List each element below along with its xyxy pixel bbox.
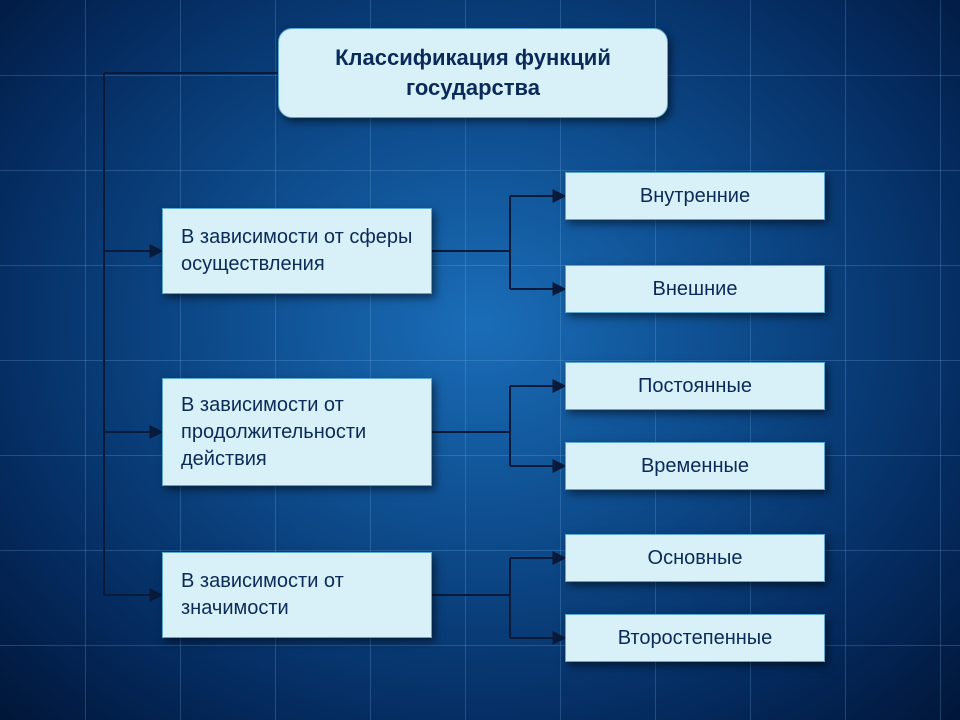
leaf-secondary: Второстепенные — [565, 614, 825, 662]
leaf-temporary: Временные — [565, 442, 825, 490]
title-node: Классификация функций государства — [278, 28, 668, 118]
category-duration: В зависимости от продолжительности дейст… — [162, 378, 432, 486]
leaf-external: Внешние — [565, 265, 825, 313]
leaf-internal: Внутренние — [565, 172, 825, 220]
category-importance: В зависимости от значимости — [162, 552, 432, 638]
leaf-main: Основные — [565, 534, 825, 582]
category-sphere: В зависимости от сферы осуществления — [162, 208, 432, 294]
leaf-permanent: Постоянные — [565, 362, 825, 410]
